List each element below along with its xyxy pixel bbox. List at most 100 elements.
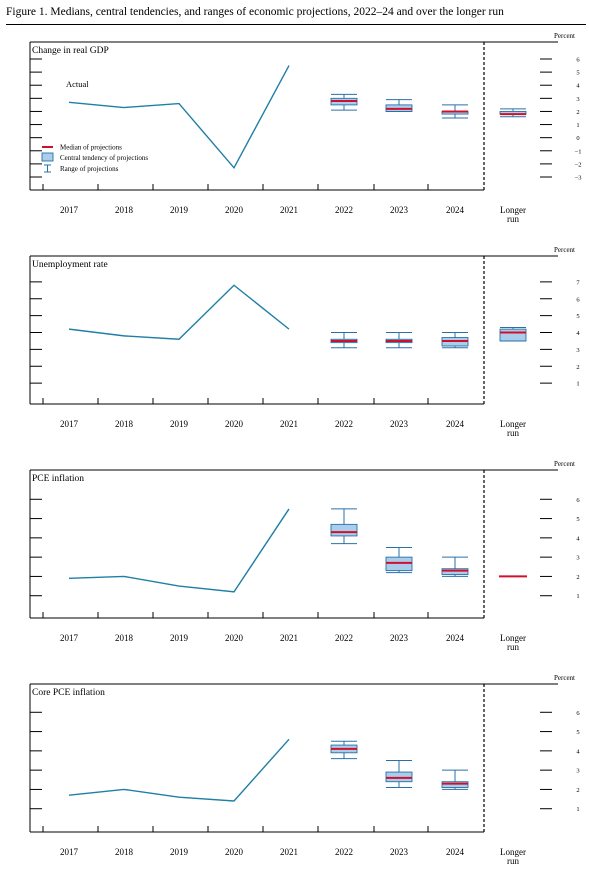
central-tendency-box: [330, 523, 358, 537]
panel-title: Unemployment rate: [32, 260, 108, 270]
x-label-run: run: [507, 214, 519, 224]
unit-label: Percent: [554, 246, 575, 254]
y-tick-label: 1: [576, 122, 579, 129]
projection-2024: [441, 769, 469, 790]
x-label: 2023: [390, 205, 409, 215]
actual-label: Actual: [66, 79, 89, 89]
projection-2024: [441, 104, 469, 119]
panel-1: −3 −2 −1 0 1 2 3 4 5 6 Percent Change in real GDP 20…: [29, 32, 582, 224]
unit-label: Percent: [554, 460, 575, 468]
y-tick-label: 2: [576, 364, 579, 371]
y-tick-label: 1: [576, 806, 579, 813]
x-label: 2023: [390, 847, 409, 857]
projection-2024: [441, 332, 469, 349]
y-tick-label: 6: [576, 710, 580, 717]
panel-4: 1 2 3 4 5 6 Percent Core PCE inflation 2017 2018 2…: [29, 674, 580, 866]
y-tick-label: 1: [576, 593, 579, 600]
x-label: 2024: [446, 847, 465, 857]
panel-title: Change in real GDP: [32, 46, 109, 56]
x-label: 2023: [390, 419, 409, 429]
actual-series-line: [68, 738, 290, 802]
x-label: 2017: [60, 419, 79, 429]
y-tick-label: 3: [576, 555, 579, 562]
x-label: 2023: [390, 633, 409, 643]
x-label: 2021: [280, 419, 298, 429]
y-tick-label: 2: [576, 109, 579, 116]
y-tick-label: 4: [576, 535, 580, 542]
unit-label: Percent: [554, 32, 575, 40]
x-label: 2019: [170, 419, 189, 429]
y-tick-label: 6: [576, 497, 580, 504]
y-tick-label: 5: [576, 729, 579, 736]
y-tick-label: 2: [576, 787, 579, 794]
panel-title: Core PCE inflation: [32, 687, 105, 698]
x-label: 2022: [335, 419, 353, 429]
projection-longer-run: [499, 326, 527, 342]
x-label-run: run: [507, 856, 519, 866]
x-label: 2024: [446, 419, 465, 429]
y-tick-label: −3: [575, 175, 582, 182]
projection-2022: [330, 332, 358, 349]
y-tick-label: 4: [576, 330, 580, 337]
x-label-longer: Longer: [500, 847, 526, 857]
y-tick-label: 1: [576, 381, 579, 388]
projection-2023: [385, 547, 413, 574]
projection-2023: [385, 332, 413, 349]
y-tick-label: 5: [576, 516, 579, 523]
x-label: 2018: [115, 633, 134, 643]
projection-longer-run: [499, 108, 527, 118]
y-tick-label: 5: [576, 70, 579, 77]
x-label: 2019: [170, 633, 189, 643]
x-label: 2018: [115, 847, 134, 857]
legend-central-label: Central tendency of projections: [60, 154, 148, 162]
panel-2: 1 2 3 4 5 6 7 Percent Unemployment rate 2017 2018 2…: [29, 246, 580, 438]
x-label: 2024: [446, 205, 465, 215]
x-label-run: run: [507, 428, 519, 438]
y-tick-label: 3: [576, 96, 579, 103]
projection-2023: [385, 760, 413, 788]
x-label: 2020: [225, 847, 244, 857]
y-tick-label: 3: [576, 347, 579, 354]
x-label: 2021: [280, 205, 298, 215]
y-tick-label: 7: [576, 279, 580, 286]
x-label: 2020: [225, 419, 244, 429]
actual-series-line: [68, 284, 290, 340]
x-label: 2022: [335, 633, 353, 643]
y-tick-label: 4: [576, 83, 580, 90]
projection-2022: [330, 740, 358, 760]
x-label: 2019: [170, 847, 189, 857]
y-tick-label: 0: [576, 135, 579, 142]
y-tick-label: 5: [576, 313, 579, 320]
figure-title: Figure 1. Medians, central tendencies, a…: [6, 6, 504, 18]
projection-2023: [385, 99, 413, 112]
panel-3: 1 2 3 4 5 6 Percent PCE inflation 2017 2018 2019 20…: [29, 460, 580, 652]
y-tick-label: −1: [575, 148, 582, 155]
x-label: 2018: [115, 205, 134, 215]
y-tick-label: 2: [576, 574, 579, 581]
x-label: 2018: [115, 419, 134, 429]
x-label: 2021: [280, 847, 298, 857]
x-label-run: run: [507, 642, 519, 652]
x-label: 2022: [335, 205, 353, 215]
legend-range-label: Range of projections: [60, 165, 119, 173]
central-tendency-box: [499, 328, 527, 342]
y-tick-label: 6: [576, 57, 580, 64]
panel-title: PCE inflation: [32, 473, 84, 484]
x-label-longer: Longer: [500, 633, 526, 643]
x-label: 2020: [225, 633, 244, 643]
legend-central-swatch: [41, 152, 54, 162]
y-tick-label: 6: [576, 296, 580, 303]
x-label-longer: Longer: [500, 205, 526, 215]
x-label: 2021: [280, 633, 298, 643]
actual-series-line: [68, 508, 290, 593]
y-tick-label: 4: [576, 748, 580, 755]
x-label: 2017: [60, 847, 79, 857]
projection-2022: [330, 93, 358, 111]
x-label-longer: Longer: [500, 419, 526, 429]
x-label: 2020: [225, 205, 244, 215]
x-label: 2017: [60, 205, 79, 215]
actual-series-line: [68, 65, 290, 170]
unit-label: Percent: [554, 674, 575, 682]
title-rule: [6, 24, 586, 25]
